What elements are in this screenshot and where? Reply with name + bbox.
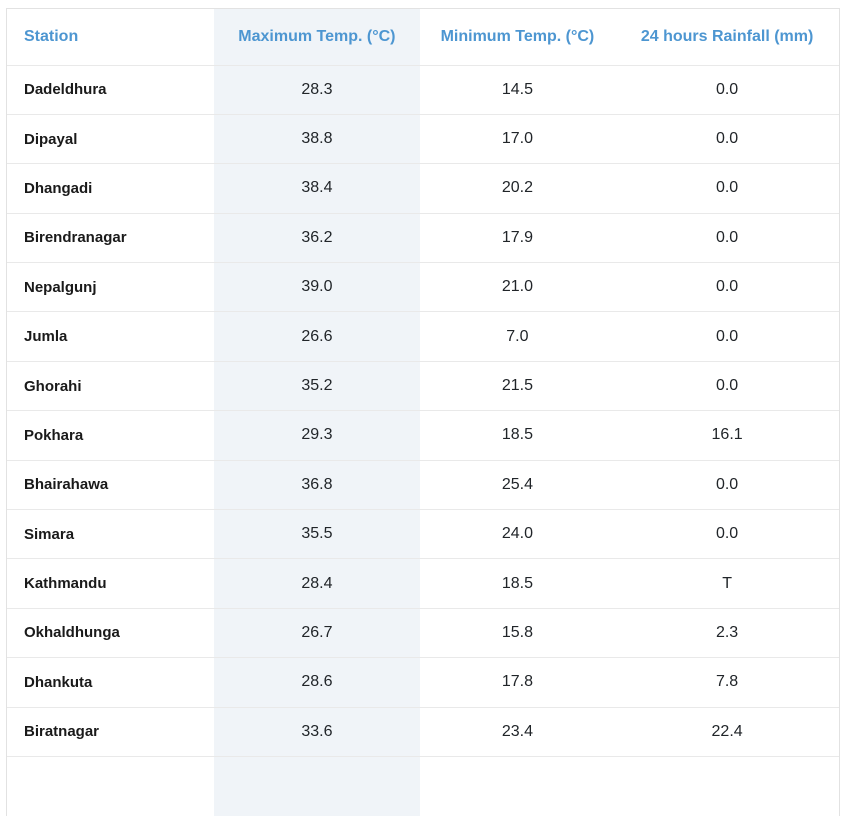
min-temp-cell: 20.2 [419, 163, 616, 214]
station-cell: Birendranagar [7, 212, 215, 263]
station-cell: Bhairahawa [7, 459, 215, 510]
weather-table-container: Station Maximum Temp. (°C) Minimum Temp.… [6, 8, 840, 816]
station-cell: Pokhara [7, 410, 215, 461]
table-row: Dadeldhura 28.3 14.5 0.0 [7, 64, 839, 115]
table-row: Dhankuta 28.6 17.8 7.8 [7, 657, 839, 708]
rainfall-cell: 0.0 [615, 163, 839, 214]
min-temp-cell: 23.4 [419, 706, 616, 757]
weather-table: Station Maximum Temp. (°C) Minimum Temp.… [7, 9, 839, 816]
min-temp-cell: 17.0 [419, 113, 616, 164]
table-row: Biratnagar 33.6 23.4 22.4 [7, 706, 839, 757]
max-temp-cell: 33.6 [214, 706, 420, 757]
rainfall-cell: 0.0 [615, 509, 839, 559]
rainfall-cell: 2.3 [615, 607, 839, 658]
rainfall-cell: 0.0 [615, 212, 839, 263]
station-cell: Dhangadi [7, 163, 215, 214]
station-cell: Okhaldhunga [7, 607, 215, 658]
table-body: Dadeldhura 28.3 14.5 0.0 Dipayal 38.8 17.0 0.0 D… [7, 64, 839, 816]
max-temp-cell: 38.8 [214, 113, 420, 164]
max-temp-cell: 38.4 [214, 163, 420, 214]
rainfall-cell: T [615, 558, 839, 609]
table-row: Dhangadi 38.4 20.2 0.0 [7, 163, 839, 214]
station-cell: Biratnagar [7, 706, 215, 757]
table-row: Nepalgunj 39.0 21.0 0.0 [7, 262, 839, 312]
max-temp-cell: 28.6 [214, 657, 420, 708]
rainfall-cell: 16.1 [615, 410, 839, 461]
max-temp-cell-clipped [214, 755, 420, 816]
min-temp-cell-clipped [419, 755, 616, 816]
station-cell: Dipayal [7, 113, 215, 164]
station-cell-clipped [7, 755, 215, 816]
max-temp-cell: 28.4 [214, 558, 420, 609]
table-row: Kathmandu 28.4 18.5 T [7, 558, 839, 609]
column-header-station: Station [24, 27, 79, 45]
min-temp-cell: 17.8 [419, 657, 616, 708]
max-temp-cell: 26.6 [214, 311, 420, 362]
clipped-row [7, 755, 839, 816]
station-cell: Nepalgunj [7, 262, 215, 312]
station-cell: Ghorahi [7, 360, 215, 411]
station-cell: Jumla [7, 311, 215, 362]
station-cell: Simara [7, 509, 215, 559]
rainfall-cell-clipped [615, 755, 839, 816]
max-temp-cell: 36.8 [214, 459, 420, 510]
max-temp-cell: 29.3 [214, 410, 420, 461]
min-temp-cell: 21.5 [419, 360, 616, 411]
table-row: Dipayal 38.8 17.0 0.0 [7, 113, 839, 164]
max-temp-cell: 35.2 [214, 360, 420, 411]
table-row: Bhairahawa 36.8 25.4 0.0 [7, 459, 839, 510]
min-temp-cell: 14.5 [419, 64, 616, 115]
rainfall-cell: 0.0 [615, 311, 839, 362]
rainfall-cell: 0.0 [615, 360, 839, 411]
table-row: Jumla 26.6 7.0 0.0 [7, 311, 839, 362]
column-header-max-temp: Maximum Temp. (°C) [214, 9, 420, 65]
min-temp-cell: 15.8 [419, 607, 616, 658]
max-temp-cell: 36.2 [214, 212, 420, 263]
min-temp-cell: 17.9 [419, 212, 616, 263]
min-temp-cell: 21.0 [419, 262, 616, 312]
column-header-min-temp: Minimum Temp. (°C) [440, 27, 595, 45]
min-temp-cell: 7.0 [419, 311, 616, 362]
min-temp-cell: 18.5 [419, 558, 616, 609]
min-temp-cell: 24.0 [419, 509, 616, 559]
max-temp-cell: 26.7 [214, 607, 420, 658]
rainfall-cell: 0.0 [615, 262, 839, 312]
rainfall-cell: 7.8 [615, 657, 839, 708]
max-temp-cell: 35.5 [214, 509, 420, 559]
table-row: Pokhara 29.3 18.5 16.1 [7, 410, 839, 461]
rainfall-cell: 0.0 [615, 64, 839, 115]
rainfall-cell: 22.4 [615, 706, 839, 757]
max-temp-cell: 28.3 [214, 64, 420, 115]
rainfall-cell: 0.0 [615, 113, 839, 164]
min-temp-cell: 18.5 [419, 410, 616, 461]
table-row: Birendranagar 36.2 17.9 0.0 [7, 212, 839, 263]
max-temp-cell: 39.0 [214, 262, 420, 312]
table-row: Simara 35.5 24.0 0.0 [7, 509, 839, 559]
table-header-row: Station Maximum Temp. (°C) Minimum Temp.… [7, 9, 839, 65]
column-header-rainfall: 24 hours Rainfall (mm) [640, 27, 814, 45]
station-cell: Dhankuta [7, 657, 215, 708]
rainfall-cell: 0.0 [615, 459, 839, 510]
station-cell: Kathmandu [7, 558, 215, 609]
table-row: Ghorahi 35.2 21.5 0.0 [7, 360, 839, 411]
table-row: Okhaldhunga 26.7 15.8 2.3 [7, 607, 839, 658]
station-cell: Dadeldhura [7, 64, 215, 115]
min-temp-cell: 25.4 [419, 459, 616, 510]
